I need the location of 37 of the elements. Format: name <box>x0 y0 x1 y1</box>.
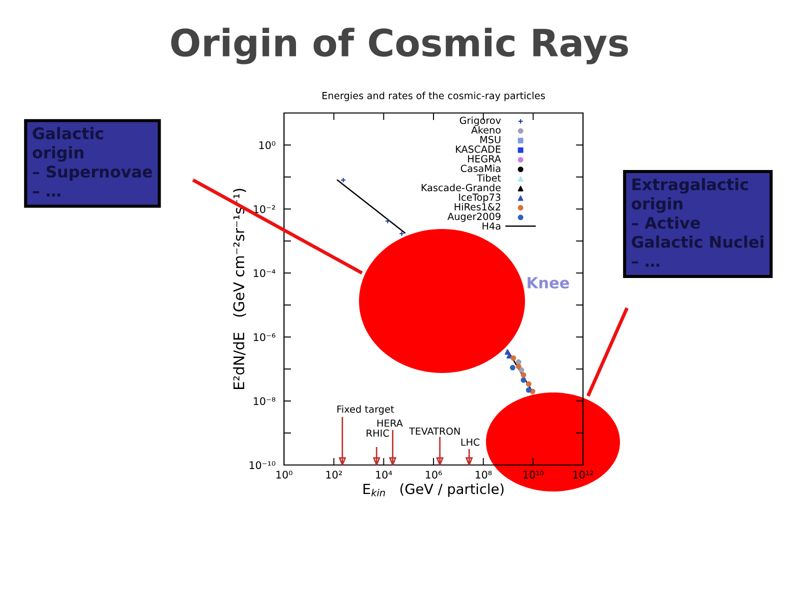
legend-label: CasaMia <box>460 164 500 172</box>
y-tick-label: 10⁻⁶ <box>254 333 276 342</box>
y-tick-label: 10⁻⁸ <box>254 397 276 406</box>
y-axis-title: E²dN/dE (GeV cm⁻²sr⁻¹s⁻¹) <box>233 188 246 389</box>
x-tick-label: 10⁸ <box>476 470 492 479</box>
ref-line-label: Fixed target <box>337 405 394 415</box>
legend-label: Auger2009 <box>448 212 500 222</box>
x-tick-label: 10⁴ <box>376 470 392 479</box>
legend-label: MSU <box>480 136 500 144</box>
text: E$_{kin}$ (GeV / particle) <box>364 483 504 497</box>
legend-label: Tibet <box>476 174 501 182</box>
text: Galactic origin – Supernovae – … <box>32 127 152 197</box>
x-tick-label: 10² <box>326 470 342 479</box>
ref-line-label: LHC <box>461 438 480 446</box>
legend-label: Kascade-Grande <box>422 184 501 192</box>
ref-line-label: HERA <box>377 420 403 427</box>
legend-label: IceTop73 <box>459 194 500 203</box>
ref-line-label: RHIC <box>366 429 389 437</box>
text: Extragalactic origin – Active Galactic Nuclei – … <box>632 178 764 267</box>
legend-label: HiRes1&2 <box>454 202 500 210</box>
legend-label: KASCADE <box>456 146 501 153</box>
y-tick-label: 10⁰ <box>259 141 276 150</box>
legend-label: H4a <box>482 222 500 230</box>
legend-label: Akeno <box>471 126 501 134</box>
chart-subtitle: Energies and rates of the cosmic-ray particles <box>322 92 545 102</box>
legend-label: Grigorov <box>460 116 501 126</box>
annotation: Knee <box>528 277 569 289</box>
ref-line-label: TEVATRON <box>409 427 460 435</box>
x-tick-label: 10⁶ <box>426 470 442 479</box>
x-tick-label: 10¹⁰ <box>524 470 544 479</box>
y-tick-label: 10⁻⁴ <box>254 269 276 278</box>
chart-title: Origin of Cosmic Rays <box>171 28 628 64</box>
x-tick-label: 10⁰ <box>276 470 292 479</box>
y-tick-label: 10⁻¹⁰ <box>250 461 276 470</box>
x-tick-label: 10¹² <box>573 470 594 479</box>
y-tick-label: 10⁻² <box>254 205 276 214</box>
legend-label: HEGRA <box>468 155 502 162</box>
